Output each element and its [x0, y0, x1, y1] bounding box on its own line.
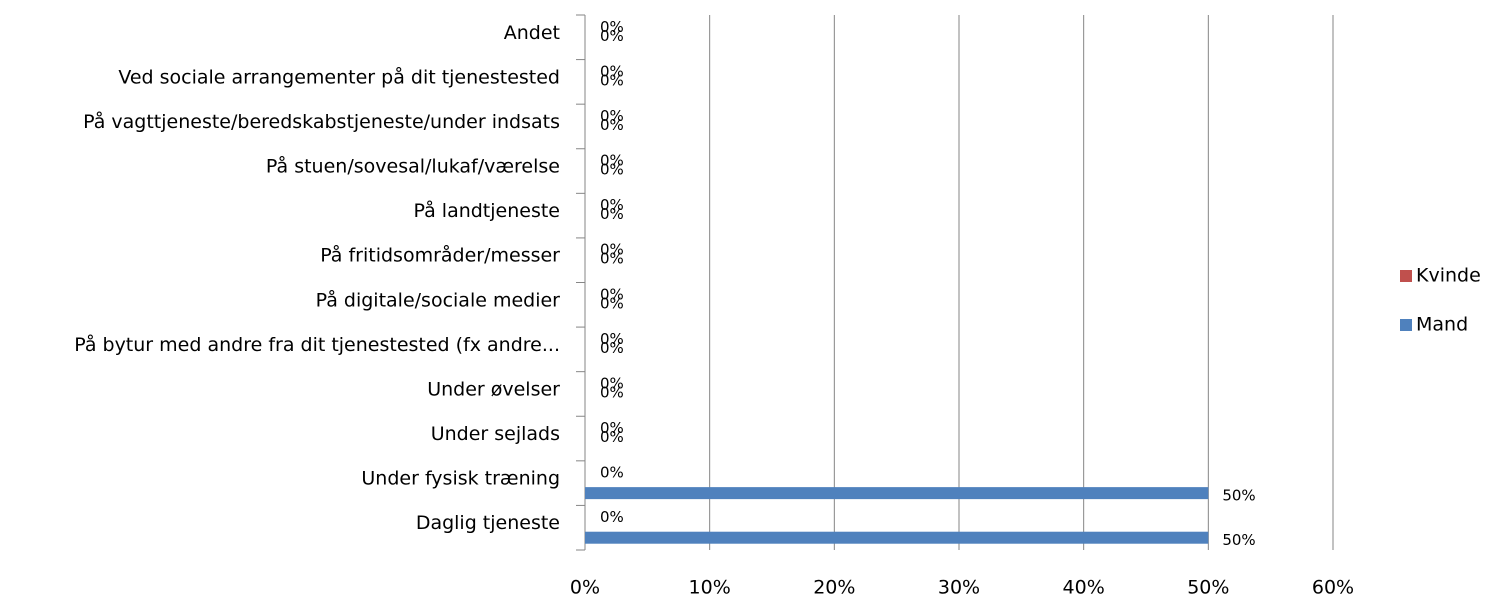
category-label: Daglig tjeneste	[416, 512, 560, 534]
data-label: 0%	[600, 330, 624, 348]
data-label: 0%	[600, 152, 624, 170]
category-label: Under sejlads	[431, 423, 560, 445]
data-label: 0%	[600, 196, 624, 214]
category-label: På landtjeneste	[414, 199, 561, 222]
data-label: 0%	[600, 294, 624, 312]
category-label: På bytur med andre fra dit tjenestested …	[74, 333, 560, 356]
x-tick-label: 20%	[813, 577, 855, 598]
x-tick-label: 40%	[1063, 577, 1105, 598]
data-label: 0%	[600, 464, 624, 482]
data-label: 0%	[600, 27, 624, 45]
x-tick-label: 50%	[1187, 577, 1229, 598]
category-label: På digitale/sociale medier	[316, 288, 561, 311]
data-label: 0%	[600, 116, 624, 134]
data-label: 50%	[1222, 531, 1255, 549]
data-label: 50%	[1222, 487, 1255, 505]
data-label: 0%	[600, 508, 624, 526]
x-tick-label: 0%	[570, 577, 600, 598]
data-label: 0%	[600, 71, 624, 89]
category-label: På fritidsområder/messer	[320, 244, 560, 267]
bar	[585, 487, 1209, 500]
data-label: 0%	[600, 161, 624, 179]
data-label: 0%	[600, 374, 624, 392]
data-label: 0%	[600, 205, 624, 223]
data-label: 0%	[600, 285, 624, 303]
data-label: 0%	[600, 250, 624, 268]
x-tick-label: 10%	[689, 577, 731, 598]
data-label: 0%	[600, 18, 624, 36]
data-label: 0%	[600, 428, 624, 446]
bar	[585, 531, 1209, 544]
category-label: Andet	[504, 22, 560, 44]
legend-label: Mand	[1416, 314, 1468, 336]
x-tick-label: 60%	[1312, 577, 1354, 598]
data-label: 0%	[600, 339, 624, 357]
data-label: 0%	[600, 383, 624, 401]
legend-label: Kvinde	[1416, 265, 1481, 287]
category-label: Under fysisk træning	[361, 468, 560, 490]
data-label: 0%	[600, 419, 624, 437]
legend-swatch	[1400, 270, 1412, 282]
category-label: På stuen/sovesal/lukaf/værelse	[266, 155, 560, 178]
legend-swatch	[1400, 319, 1412, 331]
category-label: På vagttjeneste/beredskabstjeneste/under…	[83, 110, 560, 133]
data-label: 0%	[600, 62, 624, 80]
category-label: Ved sociale arrangementer på dit tjenest…	[118, 65, 560, 88]
x-tick-label: 30%	[938, 577, 980, 598]
category-label: Under øvelser	[427, 378, 560, 400]
data-label: 0%	[600, 241, 624, 259]
data-label: 0%	[600, 107, 624, 125]
